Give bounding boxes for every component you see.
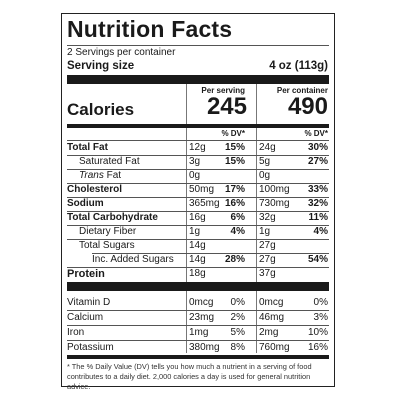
calories-per-serving: 245: [206, 93, 247, 120]
row-divider: [67, 155, 329, 156]
vitamin-label: Calcium: [67, 312, 104, 323]
nutrient-amount-container: 1g: [259, 226, 271, 237]
nutrient-amount-container: 24g: [259, 142, 276, 153]
dv-header-divider: [67, 140, 329, 141]
nutrient-dv-container: 54%: [307, 254, 328, 265]
nutrient-dv-serving: 15%: [224, 156, 245, 167]
nutrient-amount-serving: 1g: [189, 226, 201, 237]
row-divider: [67, 211, 329, 212]
row-divider: [67, 183, 329, 184]
medium-divider: [67, 124, 329, 128]
vitamin-amount-container: 46mg: [259, 312, 285, 323]
nutrient-amount-serving: 14g: [189, 240, 206, 251]
trans-suffix: Fat: [103, 170, 122, 181]
nutrient-amount-serving: 18g: [189, 268, 206, 279]
vitamin-dv-container: 16%: [307, 342, 328, 353]
vitamin-amount-container: 0mcg: [259, 297, 284, 308]
nutrient-amount-container: 32g: [259, 212, 276, 223]
nutrient-amount-serving: 3g: [189, 156, 201, 167]
nutrition-facts-label: Nutrition Facts 2 Servings per container…: [61, 13, 335, 391]
vitamin-label: Iron: [67, 327, 85, 338]
vitamin-amount-serving: 23mg: [189, 312, 215, 323]
nutrient-amount-serving: 14g: [189, 254, 206, 265]
vitamin-amount-serving: 1mg: [189, 327, 209, 338]
calories-label: Calories: [67, 100, 135, 119]
nutrient-dv-container: 30%: [307, 142, 328, 153]
vitamin-label: Vitamin D: [67, 297, 111, 308]
nutrient-dv-container: 32%: [307, 198, 328, 209]
row-divider: [67, 225, 329, 226]
nutrient-dv-container: 11%: [308, 212, 328, 223]
nutrient-label: Total Sugars: [79, 240, 135, 251]
row-divider: [67, 197, 329, 198]
row-divider: [67, 340, 329, 341]
nutrient-dv-container: 4%: [313, 226, 328, 237]
vitamin-dv-serving: 8%: [230, 342, 245, 353]
nutrient-label: Dietary Fiber: [79, 226, 137, 237]
nutrient-amount-serving: 365mg: [189, 198, 220, 209]
nutrient-amount-container: 100mg: [259, 184, 290, 195]
calories-per-container: 490: [287, 93, 328, 120]
nutrient-dv-serving: 16%: [224, 198, 245, 209]
vitamin-dv-serving: 2%: [230, 312, 245, 323]
nutrient-amount-container: 5g: [259, 156, 271, 167]
nutrient-dv-serving: 4%: [230, 226, 245, 237]
label-title: Nutrition Facts: [67, 16, 233, 42]
nutrient-label: Total Fat: [67, 142, 108, 153]
thick-divider-vitamins: [67, 282, 329, 291]
nutrient-dv-serving: 28%: [224, 254, 245, 265]
nutrient-label: Cholesterol: [67, 184, 123, 195]
row-divider: [67, 239, 329, 240]
vitamin-label: Potassium: [67, 342, 114, 353]
nutrient-amount-serving: 0g: [189, 170, 201, 181]
row-divider: [67, 169, 329, 170]
col-header-per-serving: Per serving: [201, 86, 245, 95]
dv-header-serving: % DV*: [221, 129, 245, 138]
row-divider: [67, 325, 329, 326]
vitamin-amount-container: 760mg: [259, 342, 290, 353]
thick-divider-top: [67, 75, 329, 84]
nutrient-dv-serving: 6%: [230, 212, 245, 223]
col-header-per-container: Per container: [276, 86, 328, 95]
footnote: * The % Daily Value (DV) tells you how m…: [67, 362, 312, 391]
vitamin-dv-container: 10%: [307, 327, 328, 338]
nutrient-dv-container: 27%: [307, 156, 328, 167]
nutrient-amount-container: 37g: [259, 268, 276, 279]
dv-header-container: % DV*: [304, 129, 328, 138]
nutrient-dv-serving: 15%: [224, 142, 245, 153]
vitamin-dv-container: 3%: [313, 312, 328, 323]
nutrient-amount-container: 27g: [259, 240, 276, 251]
nutrient-label: Sodium: [67, 198, 104, 209]
row-divider: [67, 310, 329, 311]
nutrient-amount-serving: 50mg: [189, 184, 215, 195]
column-separator-vit-2: [256, 291, 257, 353]
serving-size-label: Serving size: [67, 60, 135, 72]
servings-per-container: 2 Servings per container: [67, 47, 176, 58]
nutrient-amount-container: 730mg: [259, 198, 290, 209]
title-divider: [67, 45, 329, 46]
vitamin-amount-serving: 380mg: [189, 342, 220, 353]
nutrient-dv-container: 33%: [307, 184, 328, 195]
trans-italic: Trans: [79, 170, 104, 181]
nutrient-label: Inc. Added Sugars: [92, 254, 174, 265]
nutrient-label: Saturated Fat: [79, 156, 140, 167]
nutrient-label: Total Carbohydrate: [67, 212, 158, 223]
vitamin-amount-serving: 0mcg: [189, 297, 214, 308]
vitamin-dv-serving: 0%: [230, 297, 245, 308]
serving-size-value: 4 oz (113g): [269, 60, 328, 72]
nutrient-amount-serving: 16g: [189, 212, 206, 223]
vitamin-amount-container: 2mg: [259, 327, 279, 338]
vitamin-dv-container: 0%: [313, 297, 328, 308]
nutrient-amount-serving: 12g: [189, 142, 206, 153]
row-divider: [92, 253, 329, 254]
column-separator-vit-1: [186, 291, 187, 353]
nutrient-amount-container: 0g: [259, 170, 271, 181]
nutrient-label: Trans Fat: [79, 170, 121, 181]
nutrient-dv-serving: 17%: [224, 184, 245, 195]
nutrient-label: Protein: [67, 268, 105, 280]
medium-divider-footnote: [67, 355, 329, 359]
vitamin-dv-serving: 5%: [230, 327, 245, 338]
nutrient-amount-container: 27g: [259, 254, 276, 265]
row-divider: [67, 267, 329, 268]
